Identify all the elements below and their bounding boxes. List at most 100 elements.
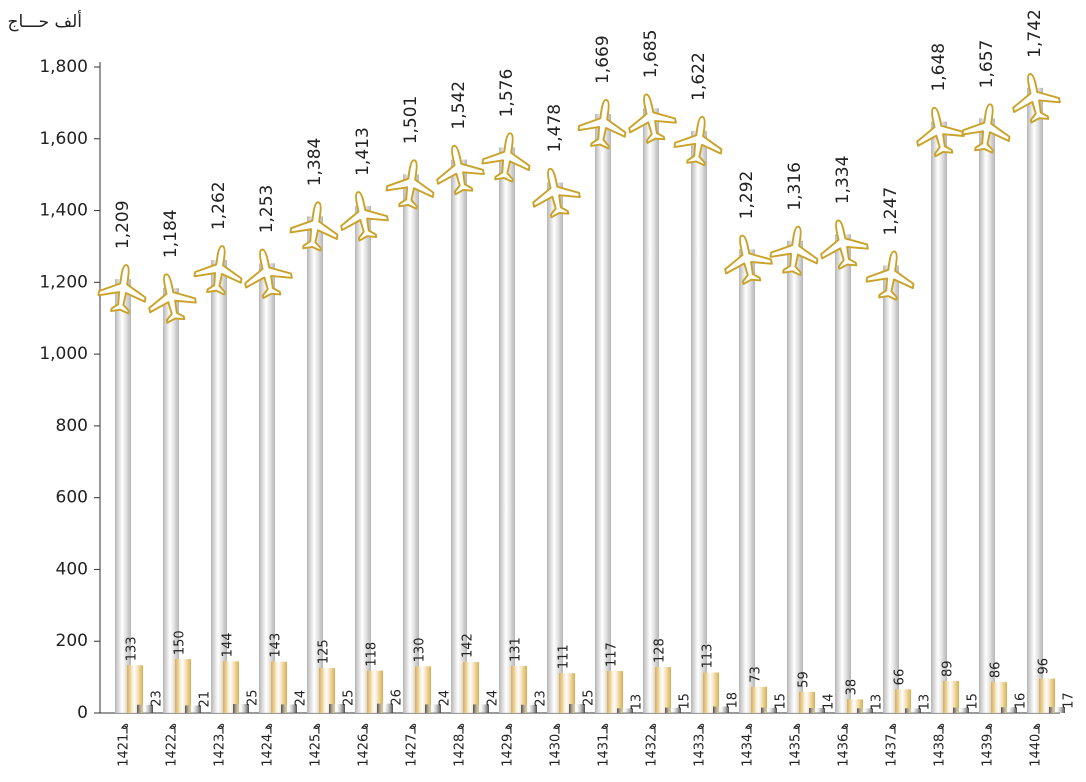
value-label: 1,648	[929, 43, 949, 92]
bar	[665, 707, 681, 713]
value-label: 1,384	[305, 138, 325, 187]
value-label: 1,262	[209, 181, 229, 230]
plane-icon	[767, 222, 823, 279]
value-label: 21	[198, 691, 213, 708]
bar	[655, 667, 671, 713]
value-label: 1,657	[977, 40, 997, 89]
value-label: 59	[797, 671, 812, 688]
plane-icon	[95, 260, 151, 317]
bar	[211, 260, 227, 713]
bar	[175, 659, 191, 713]
value-label: 1,501	[401, 96, 421, 145]
plane-icon	[575, 95, 631, 152]
x-tick-label: 1427هـ	[405, 723, 420, 767]
value-label: 133	[125, 636, 140, 661]
value-label: 96	[1037, 658, 1052, 675]
bar	[643, 108, 659, 714]
bar	[185, 705, 201, 713]
value-label: 1,576	[497, 69, 517, 118]
bar	[425, 704, 441, 713]
y-tick-label: 800	[56, 416, 88, 436]
bar	[607, 671, 623, 713]
x-tick-label: 1429هـ	[501, 723, 516, 767]
plane-icon	[863, 247, 919, 303]
y-tick-label: 200	[56, 631, 88, 651]
value-label: 24	[438, 690, 453, 707]
bar	[569, 704, 585, 713]
value-label: 1,334	[833, 156, 853, 205]
plane-icon	[814, 214, 872, 273]
plane-icon	[622, 88, 680, 147]
value-label: 1,247	[881, 187, 901, 236]
bar	[521, 704, 537, 713]
bar	[809, 707, 825, 713]
bar	[559, 673, 575, 713]
bar	[905, 708, 921, 713]
value-label: 66	[893, 669, 908, 686]
bar	[1027, 87, 1043, 713]
value-label: 1,542	[449, 81, 469, 130]
bar	[835, 234, 851, 713]
value-label: 14	[822, 693, 837, 710]
bar	[595, 114, 611, 713]
value-label: 16	[1014, 693, 1029, 710]
value-label: 1,184	[161, 209, 181, 258]
value-label: 1,209	[113, 200, 133, 249]
bar	[943, 681, 959, 713]
bar	[473, 704, 489, 713]
value-label: 1,669	[593, 35, 613, 84]
bar	[761, 707, 777, 713]
value-label: 1,292	[737, 171, 757, 220]
value-label: 24	[294, 690, 309, 707]
bar	[799, 691, 815, 713]
plane-icon	[479, 129, 535, 185]
bar	[223, 661, 239, 713]
bar	[547, 182, 563, 713]
bar	[403, 174, 419, 713]
value-label: 18	[726, 692, 741, 709]
value-label: 1,622	[689, 52, 709, 101]
bar	[895, 689, 911, 713]
y-tick-label: 400	[56, 559, 88, 579]
value-label: 15	[678, 693, 693, 710]
value-label: 23	[534, 690, 549, 707]
bar	[163, 288, 179, 713]
plane-icon	[1006, 68, 1064, 127]
x-tick-label: 1426هـ	[357, 723, 372, 767]
bar	[451, 159, 467, 714]
bar	[355, 205, 371, 713]
value-label: 24	[486, 690, 501, 707]
bar	[271, 661, 287, 713]
y-tick-label: 1,000	[39, 344, 88, 364]
plane-icon	[287, 198, 343, 254]
value-label: 38	[845, 679, 860, 696]
x-tick-label: 1440هـ	[1029, 723, 1044, 767]
y-tick-label: 600	[56, 488, 88, 508]
value-label: 131	[509, 637, 524, 662]
bar	[329, 704, 345, 713]
x-tick-label: 1439هـ	[981, 723, 996, 767]
value-label: 150	[173, 630, 188, 655]
bar	[127, 665, 143, 713]
value-label: 1,478	[545, 104, 565, 153]
bar	[233, 704, 249, 713]
x-tick-label: 1424هـ	[261, 723, 276, 767]
bar	[307, 216, 323, 713]
x-tick-label: 1422هـ	[165, 723, 180, 767]
value-label: 142	[461, 633, 476, 658]
x-tick-label: 1438هـ	[933, 723, 948, 767]
bar	[1039, 678, 1055, 713]
value-label: 25	[582, 689, 597, 706]
x-tick-label: 1436هـ	[837, 723, 852, 767]
value-label: 143	[269, 633, 284, 658]
x-tick-label: 1434هـ	[741, 723, 756, 767]
bar	[137, 704, 153, 713]
x-tick-label: 1430هـ	[549, 723, 564, 767]
value-label: 23	[150, 690, 165, 707]
bar	[713, 706, 729, 713]
x-tick-label: 1428هـ	[453, 723, 468, 767]
plane-icon	[142, 268, 200, 327]
plane-icon	[191, 241, 247, 298]
value-label: 111	[557, 644, 572, 669]
y-tick-label: 0	[77, 703, 88, 723]
